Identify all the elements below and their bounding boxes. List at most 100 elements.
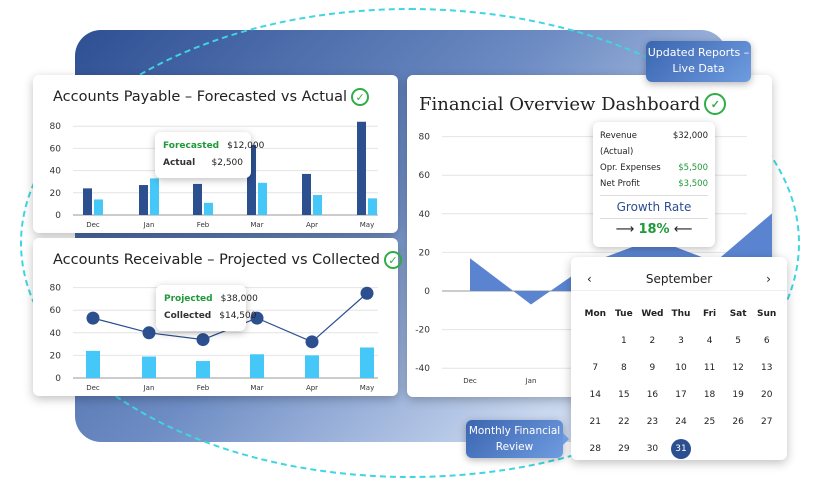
calendar-day[interactable]: 29 [618,444,630,454]
arrow-left-icon: ⟵ [673,222,693,237]
x-tick-label: Feb [197,384,210,392]
calendar-day[interactable]: 8 [620,363,627,373]
calendar-day[interactable]: 25 [703,417,716,427]
calendar-day[interactable]: 3 [678,336,684,346]
calendar-day[interactable]: 24 [675,417,687,427]
y-tick-label: 40 [419,210,431,220]
bar-collected [196,361,210,378]
point-projected [360,286,374,300]
calendar-day[interactable]: 31 [667,436,696,463]
x-tick-label: May [360,221,374,229]
calendar-day[interactable]: 19 [732,390,744,400]
bar-forecasted [139,185,148,215]
calendar-day[interactable]: 1 [620,336,627,346]
x-tick-label: Mar [250,221,263,229]
calendar-day[interactable]: 30 [646,444,659,454]
x-tick-label: Jan [143,221,155,229]
calendar-day[interactable]: 2 [649,336,656,346]
bar-actual [313,195,322,215]
x-tick-label: May [360,384,374,392]
calendar-day[interactable]: 27 [760,417,773,427]
calendar-day[interactable]: 10 [675,363,687,373]
y-tick-label: 80 [50,122,62,132]
calendar-month: September [645,271,713,286]
growth-rate-row: ⟶ 18% ⟵ [600,219,708,241]
bar-forecasted [193,183,202,215]
calendar-day[interactable]: 15 [618,390,630,400]
calendar-day[interactable]: 16 [646,390,659,400]
bar-forecasted [247,145,256,215]
selected-day[interactable]: 31 [670,439,691,459]
bar-forecasted [83,188,92,215]
point-projected [250,311,264,325]
weekday-label: Fri [703,309,717,319]
x-tick-label: Dec [86,221,100,229]
calendar-day[interactable]: 14 [589,390,601,400]
bar-forecasted [357,121,366,215]
bar-actual [150,178,159,215]
point-projected [305,335,319,349]
y-tick-label: -20 [415,326,430,336]
x-tick-label: Dec [463,377,477,385]
y-tick-label: 0 [424,287,430,297]
calendar-day[interactable]: 17 [675,390,687,400]
calendar-day[interactable]: 5 [735,336,741,346]
calendar-day[interactable]: 26 [732,417,744,427]
prev-month-button[interactable]: ‹ [587,271,592,286]
x-tick-label: Dec [86,384,100,392]
calendar-day[interactable]: 28 [589,444,601,454]
bar-actual [94,199,103,215]
calendar-day[interactable]: 18 [703,390,716,400]
next-month-button[interactable]: › [766,271,771,286]
x-tick-label: Mar [250,384,263,392]
y-tick-label: 60 [419,171,431,181]
check-circle-icon: ✓ [351,88,370,106]
tooltip-value: $2,500 [211,158,244,168]
point-projected [142,326,156,340]
calendar-day[interactable]: 6 [763,336,770,346]
x-tick-label: Apr [306,221,318,229]
calendar-day[interactable]: 23 [646,417,659,427]
accounts-payable-card: Accounts Payable – Forecasted vs Actual ✓… [33,75,398,233]
live-data-badge: Updated Reports – Live Data [646,41,751,82]
x-tick-label: Feb [197,221,210,229]
event-label: Monthly Financial Review [468,425,561,453]
y-tick-label: 0 [55,211,61,221]
calendar-empty [581,328,610,355]
y-tick-label: 20 [419,248,431,258]
tooltip-value: $32,000 [672,131,708,141]
check-circle-icon: ✓ [383,251,402,269]
tooltip-label: Forecasted [163,141,220,151]
weekday-label: Wed [641,309,664,319]
payable-chart: 0 20 40 60 80 Dec Jan Feb Mar Apr May [50,121,378,229]
weekday-label: Mon [584,309,607,319]
event-tooltip: Monthly Financial Review [466,420,569,458]
calendar-day[interactable]: 12 [732,363,744,373]
growth-rate-label: Growth Rate [600,195,708,219]
calendar-day[interactable]: 4 [706,336,713,346]
calendar-day[interactable]: 9 [649,363,656,373]
calendar-day[interactable]: 13 [760,363,773,373]
decorative-ring [20,8,800,478]
tooltip-label: Actual [163,158,196,168]
calendar-day[interactable]: 21 [589,417,601,427]
arrow-right-icon: ⟶ [615,222,635,237]
weekday-label: Sat [729,309,747,319]
point-projected [196,333,210,347]
y-tick-label: 80 [50,284,62,294]
tooltip-value: $38,000 [220,294,258,304]
bar-collected [250,354,264,378]
y-tick-label: 40 [50,167,62,177]
calendar-day[interactable]: 20 [760,390,773,400]
tooltip-value: $14,500 [219,311,257,321]
point-projected [86,311,100,325]
weekday-label: Thu [671,309,691,319]
weekday-label: Tue [615,309,633,319]
y-tick-label: 40 [50,329,62,339]
calendar-day[interactable]: 11 [703,363,716,373]
receivable-tooltip: Projected $38,000 Collected $14,500 [156,285,258,331]
bar-collected [360,347,374,378]
calendar-day[interactable]: 22 [618,417,630,427]
y-tick-label: 20 [50,351,62,361]
calendar-day[interactable]: 7 [592,363,599,373]
